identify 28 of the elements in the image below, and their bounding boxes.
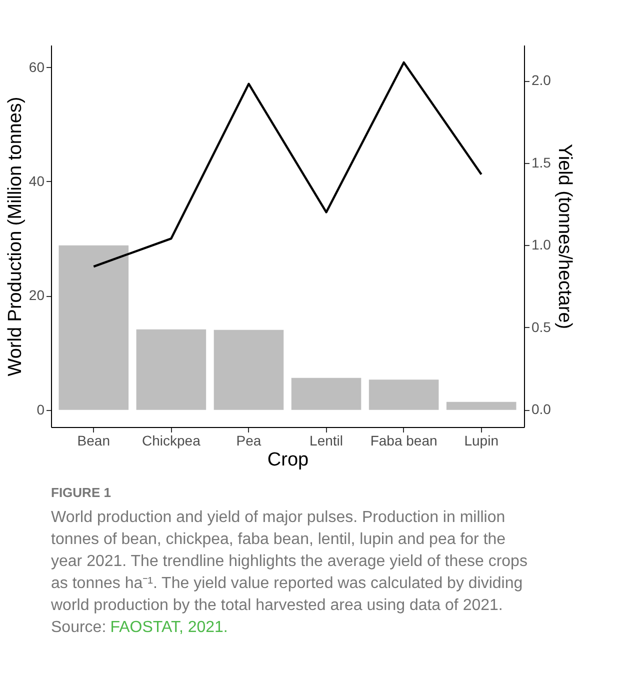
y2-tick-label: 0.5 xyxy=(532,318,552,335)
y2-tick-label: 1.0 xyxy=(532,236,552,253)
bar xyxy=(214,330,284,410)
x-tick-label: Lentil xyxy=(310,432,344,448)
line-series xyxy=(92,61,482,268)
y-tick-label: 20 xyxy=(28,287,45,304)
x-tick-label: Faba bean xyxy=(370,432,438,448)
x-tick-label: Pea xyxy=(236,432,262,448)
y-tick-label: 60 xyxy=(28,58,45,75)
y2-tick-label: 0.0 xyxy=(532,401,552,418)
bar xyxy=(446,402,516,410)
bar xyxy=(368,380,439,410)
y2-axis-title: Yield (tonnes/hectare) xyxy=(554,144,575,330)
x-axis-title: Crop xyxy=(267,450,309,470)
source-note: Source: FAOSTAT, 2021. xyxy=(51,619,228,636)
bar xyxy=(291,378,362,410)
y2-tick-label: 2.0 xyxy=(532,72,552,88)
bar xyxy=(136,329,206,410)
y2-tick-label: 1.5 xyxy=(532,154,552,170)
y-tick-label: 0 xyxy=(36,401,45,418)
x-tick-label: Bean xyxy=(77,432,110,448)
text: World production and yield of major pulses. Production in million tonnes of bean, chickpea, faba bean, lentil, lupin and pea for the year 2021. The trendline highlights the average yield of these crops as tonnes ha⁻¹. The yield value reported was calculated by dividing world production by the total harvested area using data of 2021. xyxy=(50,509,528,614)
y-axis-title: World Production (Million tonnes) xyxy=(4,96,26,376)
caption: FIGURE 1 xyxy=(51,485,111,500)
x-tick-label: Lupin xyxy=(464,432,498,448)
y-tick-label: 40 xyxy=(28,172,45,189)
bar xyxy=(58,245,129,410)
x-tick-label: Chickpea xyxy=(142,432,201,448)
